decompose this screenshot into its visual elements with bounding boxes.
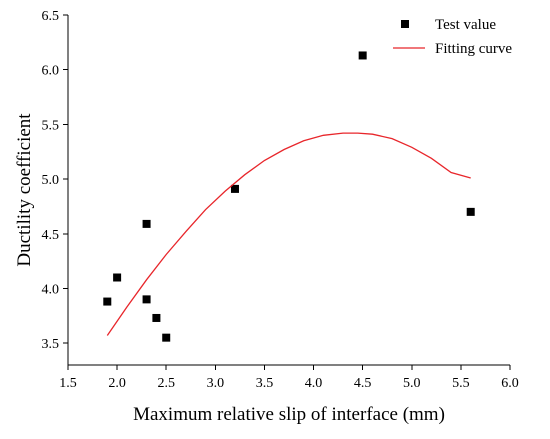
legend-label: Test value — [435, 17, 496, 33]
x-tick-label: 5.5 — [452, 376, 470, 391]
test-value-point — [142, 295, 151, 304]
test-value-point — [142, 219, 151, 228]
y-tick-label: 4.0 — [42, 282, 60, 297]
legend-square-swatch — [401, 20, 409, 28]
y-axis-title: Ductility coefficient — [14, 113, 35, 267]
x-tick-label: 4.5 — [354, 376, 372, 391]
y-tick-label: 6.5 — [42, 9, 60, 24]
test-value-point — [113, 273, 122, 282]
ticks-layer: 1.5 2.0 2.5 3.0 3.5 4.0 4.5 5.0 5.5 6.0 3.5 4.0 4.5 5… — [42, 9, 519, 391]
y-tick-label: 3.5 — [42, 337, 60, 352]
test-value-point — [230, 184, 239, 193]
legend: Test value Fitting curve — [393, 17, 512, 57]
x-axis-title: Maximum relative slip of interface (mm) — [133, 404, 445, 425]
axes-layer — [67, 15, 510, 366]
test-value-point — [358, 51, 367, 60]
y-tick-label: 4.5 — [42, 228, 60, 243]
y-tick-label: 5.0 — [42, 173, 60, 188]
x-tick-label: 3.0 — [207, 376, 225, 391]
x-tick-label: 1.5 — [59, 376, 77, 391]
x-tick-label: 2.5 — [157, 376, 175, 391]
y-tick-label: 6.0 — [42, 64, 60, 79]
x-tick-label: 3.5 — [256, 376, 274, 391]
x-tick-label: 6.0 — [501, 376, 519, 391]
legend-label: Fitting curve — [435, 41, 512, 57]
y-tick-label: 5.5 — [42, 118, 60, 133]
series-layer — [103, 51, 475, 342]
x-tick-label: 5.0 — [403, 376, 421, 391]
x-tick-label: 4.0 — [305, 376, 323, 391]
x-tick-label: 2.0 — [108, 376, 126, 391]
fitting-curve-line — [106, 132, 471, 336]
test-value-point — [162, 333, 171, 342]
test-value-point — [103, 297, 112, 306]
test-value-point — [152, 313, 161, 322]
test-value-point — [466, 207, 475, 216]
